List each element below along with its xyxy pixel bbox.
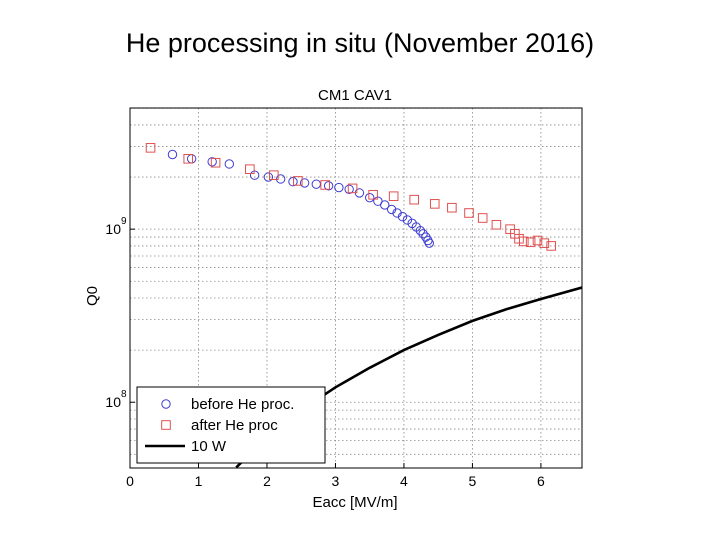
point-after	[546, 241, 556, 251]
point-before	[424, 238, 434, 248]
point-after	[409, 194, 420, 205]
point-before	[418, 229, 428, 239]
grid-lines	[130, 107, 582, 468]
point-after	[368, 189, 378, 200]
legend: before He proc. after He proc 10 W	[136, 386, 326, 464]
point-before	[344, 184, 354, 194]
point-before	[311, 179, 321, 189]
point-before	[207, 157, 217, 167]
point-before	[299, 178, 310, 188]
legend-label: 10 W	[191, 438, 227, 455]
point-before	[415, 225, 426, 236]
point-after	[539, 238, 550, 248]
x-tick-label: 6	[537, 473, 545, 489]
legend-box	[136, 386, 326, 464]
point-before	[323, 181, 334, 191]
x-tick-label: 0	[126, 473, 134, 489]
point-after	[518, 236, 529, 247]
x-axis-label: Eacc [MV/m]	[312, 494, 397, 511]
point-after	[245, 164, 255, 175]
point-before	[364, 192, 375, 203]
y-tick-label: 10	[105, 394, 121, 410]
point-after	[464, 208, 474, 218]
point-after	[477, 213, 488, 223]
x-tick-label: 5	[469, 473, 477, 489]
x-tick-label: 4	[400, 473, 408, 489]
point-before	[397, 212, 408, 222]
y-tick-exponent: 8	[121, 389, 127, 400]
point-after	[269, 170, 279, 180]
point-before	[224, 159, 235, 169]
point-after	[491, 219, 502, 230]
point-after	[525, 237, 536, 248]
x-tick-label: 3	[332, 473, 340, 489]
legend-label: before He proc.	[191, 396, 294, 413]
point-before	[402, 215, 413, 225]
point-after	[347, 183, 358, 194]
point-before	[334, 182, 344, 193]
y-tick-label: 10	[105, 221, 121, 237]
point-before	[275, 174, 286, 184]
legend-label: after He proc	[191, 417, 278, 434]
point-after	[447, 202, 457, 213]
point-after	[145, 143, 156, 153]
y-axis-label: Q0	[84, 286, 101, 306]
point-before	[263, 172, 274, 182]
x-tick-label: 1	[195, 473, 203, 489]
point-after	[429, 199, 440, 209]
legend-swatch-circle	[161, 399, 171, 409]
point-before	[423, 235, 433, 246]
point-before	[186, 154, 197, 164]
point-before	[167, 149, 178, 160]
point-after	[320, 180, 330, 190]
slide-title: He processing in situ (November 2016)	[125, 28, 595, 58]
point-before	[386, 204, 397, 215]
point-after	[292, 176, 303, 186]
legend-swatch-square	[161, 420, 171, 430]
point-after	[388, 191, 399, 202]
y-tick-exponent: 9	[121, 216, 127, 227]
point-after	[532, 235, 543, 246]
x-tick-label: 2	[263, 473, 271, 489]
chart-title: CM1 CAV1	[318, 87, 392, 104]
point-after	[210, 157, 221, 168]
point-after	[183, 153, 194, 164]
point-before	[380, 200, 390, 210]
